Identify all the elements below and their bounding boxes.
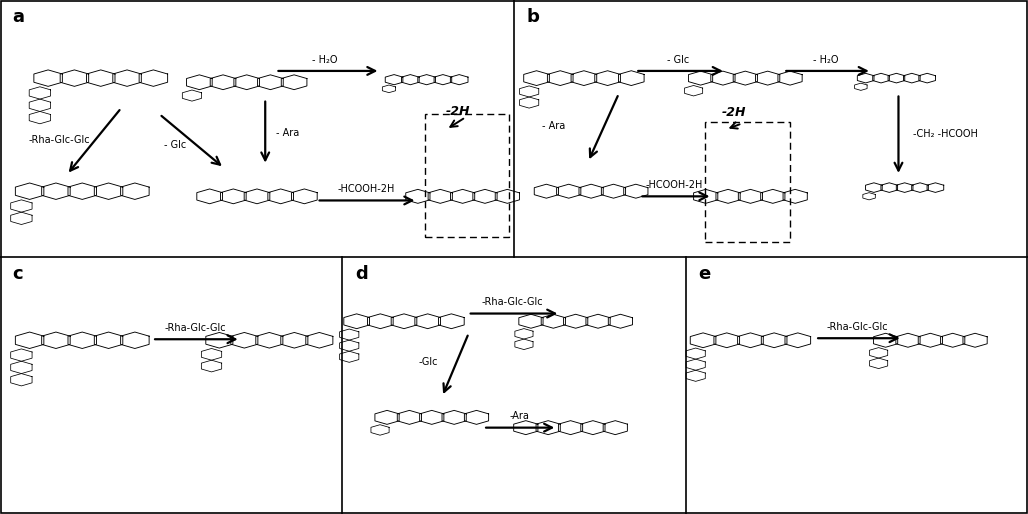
Text: b: b	[526, 8, 540, 26]
Text: -HCOOH-2H: -HCOOH-2H	[646, 180, 703, 190]
Text: d: d	[356, 265, 368, 283]
Bar	[705, 122, 790, 242]
Text: -HCOOH-2H: -HCOOH-2H	[337, 185, 395, 194]
Text: a: a	[12, 8, 25, 26]
Text: - Glc: - Glc	[667, 55, 690, 65]
Text: -Rha-Glc-Glc: -Rha-Glc-Glc	[827, 322, 888, 332]
Text: e: e	[698, 265, 710, 283]
Bar	[425, 114, 509, 237]
Text: -Rha-Glc-Glc: -Rha-Glc-Glc	[29, 135, 90, 145]
Text: -CH₂ -HCOOH: -CH₂ -HCOOH	[913, 128, 978, 139]
Text: -Rha-Glc-Glc: -Rha-Glc-Glc	[164, 323, 226, 333]
Text: c: c	[12, 265, 23, 283]
Text: - Ara: - Ara	[276, 127, 299, 138]
Text: - H₂O: - H₂O	[313, 55, 337, 65]
Text: - Ara: - Ara	[542, 121, 565, 132]
Text: -Ara: -Ara	[509, 412, 529, 421]
Text: - Glc: - Glc	[164, 140, 187, 150]
Text: -2H: -2H	[722, 106, 746, 119]
Text: -2H: -2H	[445, 105, 470, 118]
Text: -Rha-Glc-Glc: -Rha-Glc-Glc	[481, 298, 543, 307]
Text: -Glc: -Glc	[418, 357, 438, 368]
Text: - H₂O: - H₂O	[813, 55, 838, 65]
